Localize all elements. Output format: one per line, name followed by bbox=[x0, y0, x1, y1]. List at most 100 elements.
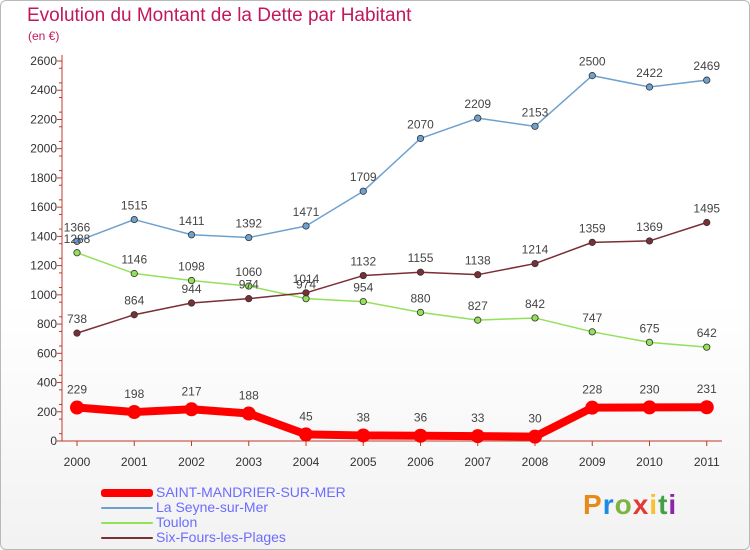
data-point bbox=[416, 268, 425, 276]
data-label: 642 bbox=[697, 326, 717, 340]
data-point bbox=[588, 328, 596, 336]
data-label: 864 bbox=[124, 294, 144, 308]
data-point bbox=[302, 295, 310, 303]
proxiti-logo: Proxiti bbox=[583, 489, 677, 521]
data-label: 1359 bbox=[579, 221, 606, 235]
y-tick-label: 2600 bbox=[30, 54, 57, 68]
data-point bbox=[187, 231, 196, 239]
x-tick-label: 2009 bbox=[579, 455, 606, 469]
x-tick-label: 2001 bbox=[121, 455, 148, 469]
data-point bbox=[73, 329, 81, 337]
series-line bbox=[73, 403, 711, 441]
data-label: 228 bbox=[582, 383, 602, 397]
data-label: 974 bbox=[296, 278, 316, 292]
data-label: 880 bbox=[410, 291, 430, 305]
data-label: 33 bbox=[471, 411, 485, 425]
y-tick-label: 0 bbox=[50, 434, 57, 448]
data-label: 198 bbox=[124, 387, 144, 401]
logo-letter: i bbox=[649, 489, 659, 520]
data-point bbox=[642, 400, 657, 415]
data-label: 1098 bbox=[178, 260, 205, 274]
data-label: 954 bbox=[353, 281, 373, 295]
data-point bbox=[588, 238, 596, 246]
legend-label: Six-Fours-les-Plages bbox=[156, 529, 286, 545]
y-tick-label: 400 bbox=[37, 376, 57, 390]
data-point bbox=[184, 402, 199, 417]
data-point bbox=[703, 343, 711, 351]
x-tick-label: 2000 bbox=[64, 455, 91, 469]
data-point bbox=[245, 233, 253, 242]
data-label: 2209 bbox=[464, 97, 491, 111]
data-label: 230 bbox=[639, 382, 659, 396]
data-label: 1369 bbox=[636, 220, 663, 234]
y-tick-label: 200 bbox=[37, 405, 57, 419]
series-line bbox=[76, 74, 708, 243]
y-tick-label: 2400 bbox=[30, 83, 57, 97]
data-label: 231 bbox=[697, 382, 717, 396]
data-point bbox=[474, 316, 482, 324]
x-tick-label: 2010 bbox=[636, 455, 663, 469]
data-point bbox=[413, 428, 428, 443]
data-point bbox=[241, 406, 256, 421]
data-point bbox=[73, 249, 81, 257]
logo-letter: i bbox=[668, 489, 678, 520]
data-point bbox=[703, 218, 711, 227]
data-point bbox=[73, 237, 81, 245]
data-label: 1214 bbox=[522, 243, 549, 257]
data-label: 2070 bbox=[407, 117, 434, 131]
data-point bbox=[245, 295, 253, 303]
data-label: 2153 bbox=[522, 105, 549, 119]
data-label: 2500 bbox=[579, 55, 606, 69]
data-label: 2469 bbox=[693, 59, 720, 73]
data-point bbox=[130, 215, 138, 224]
data-point bbox=[245, 282, 253, 290]
data-label: 827 bbox=[468, 299, 488, 313]
x-tick-label: 2004 bbox=[293, 455, 320, 469]
legend-swatch bbox=[101, 489, 153, 497]
data-point bbox=[416, 134, 425, 143]
data-label: 842 bbox=[525, 297, 545, 311]
y-tick-label: 1800 bbox=[30, 171, 57, 185]
chart-subtitle: (en €) bbox=[28, 29, 60, 43]
data-point bbox=[474, 114, 482, 122]
data-point bbox=[588, 72, 596, 80]
data-label: 1471 bbox=[293, 205, 320, 219]
data-label: 1132 bbox=[350, 255, 376, 269]
x-tick-label: 2006 bbox=[407, 455, 434, 469]
data-label: 747 bbox=[582, 311, 602, 325]
x-tick-label: 2008 bbox=[522, 455, 549, 469]
data-point bbox=[356, 428, 371, 443]
data-label: 1411 bbox=[179, 214, 205, 228]
data-point bbox=[645, 338, 654, 346]
data-label: 974 bbox=[239, 278, 259, 292]
data-point bbox=[470, 429, 485, 444]
y-tick-label: 800 bbox=[37, 317, 57, 331]
x-tick-label: 2005 bbox=[350, 455, 377, 469]
data-label: 1138 bbox=[465, 254, 491, 268]
data-label: 1515 bbox=[121, 199, 148, 213]
y-tick-label: 1200 bbox=[30, 259, 57, 273]
x-tick-label: 2007 bbox=[464, 455, 491, 469]
data-point bbox=[130, 311, 138, 319]
data-point bbox=[699, 400, 714, 415]
logo-letter: r bbox=[602, 489, 615, 520]
data-label: 675 bbox=[639, 321, 659, 335]
data-label: 1392 bbox=[235, 217, 262, 231]
y-tick-label: 600 bbox=[37, 346, 57, 360]
data-point bbox=[127, 405, 142, 420]
data-label: 188 bbox=[239, 389, 259, 403]
legend-swatch bbox=[101, 507, 153, 509]
data-label: 738 bbox=[67, 312, 87, 326]
data-point bbox=[70, 400, 84, 415]
data-label: 2422 bbox=[636, 66, 663, 80]
y-tick-label: 2200 bbox=[30, 112, 57, 126]
legend-label: Toulon bbox=[156, 514, 198, 530]
x-tick-label: 2003 bbox=[235, 455, 262, 469]
data-point bbox=[187, 276, 196, 285]
series-line bbox=[76, 252, 708, 348]
logo-letter: P bbox=[583, 489, 603, 520]
logo-letter: x bbox=[632, 489, 650, 520]
data-label: 1146 bbox=[121, 253, 147, 267]
